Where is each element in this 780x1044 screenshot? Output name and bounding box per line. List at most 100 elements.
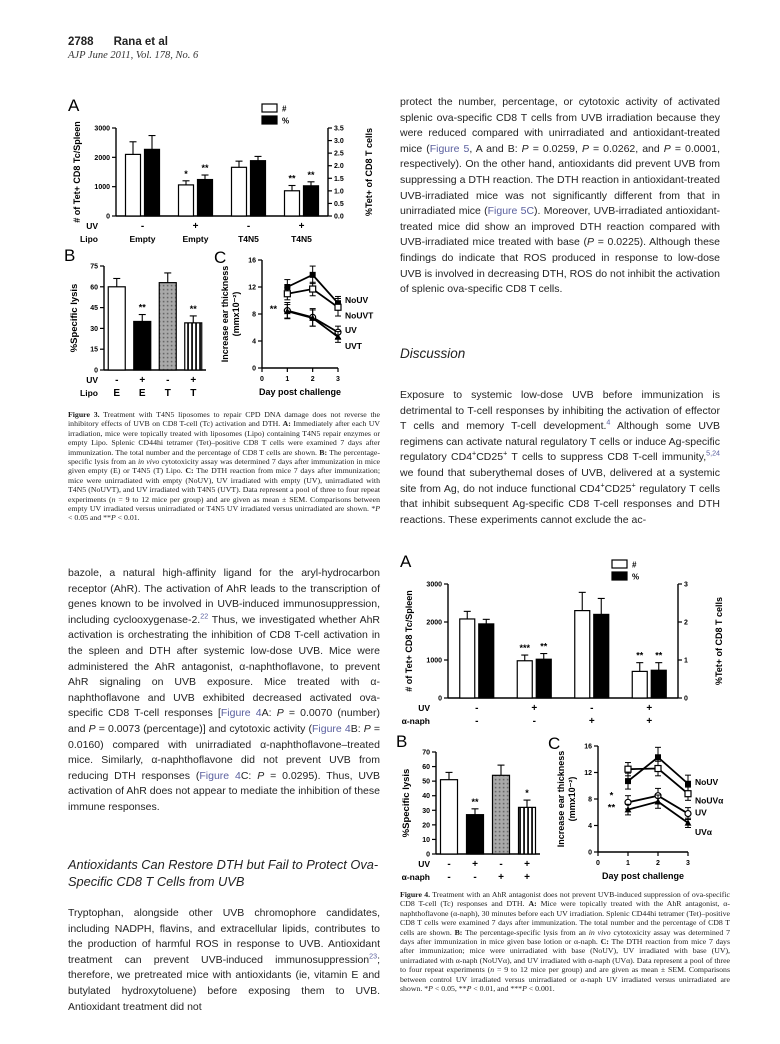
- svg-text:Day post challenge: Day post challenge: [259, 387, 341, 397]
- paragraph-ahr-antagonist: bazole, a natural high-affinity ligand f…: [68, 567, 380, 813]
- svg-text:+: +: [646, 716, 652, 727]
- svg-text:**: **: [471, 797, 479, 807]
- svg-text:8: 8: [588, 797, 592, 804]
- svg-text:T: T: [165, 388, 171, 399]
- svg-text:2.5: 2.5: [334, 151, 344, 158]
- figure-ref-link[interactable]: Figure 5C: [487, 205, 535, 218]
- svg-text:3: 3: [684, 582, 688, 589]
- svg-text:0: 0: [426, 852, 430, 859]
- svg-text:4: 4: [252, 339, 256, 346]
- svg-text:**: **: [636, 651, 644, 661]
- figure-ref-link[interactable]: Figure 4: [312, 722, 351, 735]
- svg-text:1.5: 1.5: [334, 176, 344, 183]
- svg-text:**: **: [655, 651, 663, 661]
- figure-ref-link[interactable]: Figure 4: [220, 707, 262, 720]
- page-header: 2788 Rana et al AJP June 2011, Vol. 178, …: [68, 36, 198, 61]
- svg-text:**: **: [288, 173, 296, 183]
- svg-text:(mmx10⁻²): (mmx10⁻²): [567, 777, 577, 822]
- svg-text:%: %: [282, 117, 289, 126]
- svg-text:2: 2: [311, 376, 315, 383]
- svg-text:0: 0: [438, 696, 442, 703]
- svg-text:UVα: UVα: [695, 827, 713, 837]
- svg-text:2: 2: [656, 860, 660, 867]
- svg-text:20: 20: [422, 822, 430, 829]
- svg-text:*: *: [610, 790, 614, 801]
- svg-text:15: 15: [90, 347, 98, 354]
- svg-text:8: 8: [252, 312, 256, 319]
- svg-text:0: 0: [260, 376, 264, 383]
- figure3-panel-c-label: C: [214, 248, 227, 267]
- journal-citation: AJP June 2011, Vol. 178, No. 6: [68, 50, 199, 61]
- section-heading-discussion: Discussion: [400, 346, 466, 361]
- svg-text:**: **: [201, 163, 209, 173]
- svg-text:30: 30: [90, 326, 98, 333]
- svg-text:-: -: [499, 859, 502, 870]
- svg-text:NoUVα: NoUVα: [695, 796, 724, 806]
- svg-text:75: 75: [90, 264, 98, 271]
- figure-ref-link[interactable]: 23: [369, 952, 378, 961]
- svg-text:%Specific lysis: %Specific lysis: [401, 769, 412, 838]
- svg-text:UV: UV: [86, 375, 98, 385]
- figure-ref-link[interactable]: Figure 5: [429, 142, 470, 155]
- svg-text:-: -: [590, 703, 593, 714]
- svg-text:3000: 3000: [94, 126, 110, 133]
- svg-text:60: 60: [90, 284, 98, 291]
- svg-text:*: *: [184, 169, 188, 179]
- svg-text:4: 4: [588, 823, 592, 830]
- paragraph-antioxidant-results: protect the number, percentage, or cytot…: [400, 96, 721, 296]
- svg-text:60: 60: [422, 764, 430, 771]
- svg-text:0.5: 0.5: [334, 201, 344, 208]
- svg-text:# of Tet+ CD8 Tc/Spleen: # of Tet+ CD8 Tc/Spleen: [404, 590, 414, 691]
- svg-text:+: +: [531, 703, 537, 714]
- svg-text:+: +: [524, 872, 530, 883]
- figure3-panel-a-label: A: [68, 96, 80, 115]
- svg-text:45: 45: [90, 305, 98, 312]
- svg-text:**: **: [190, 304, 198, 314]
- svg-text:+: +: [299, 221, 305, 232]
- svg-text:# of Tet+ CD8 Tc/Spleen: # of Tet+ CD8 Tc/Spleen: [72, 121, 82, 222]
- svg-text:+: +: [139, 375, 145, 386]
- figure-ref-link[interactable]: 4: [606, 418, 611, 427]
- svg-text:%Specific lysis: %Specific lysis: [69, 284, 80, 353]
- svg-text:%Tet+ of CD8 T cells: %Tet+ of CD8 T cells: [714, 597, 724, 685]
- svg-text:**: **: [270, 304, 278, 315]
- svg-text:+: +: [472, 859, 478, 870]
- svg-text:#: #: [632, 561, 637, 570]
- page-number: 2788: [68, 36, 94, 48]
- svg-text:0: 0: [684, 696, 688, 703]
- svg-text:+: +: [498, 872, 504, 883]
- svg-text:Empty: Empty: [183, 234, 209, 244]
- svg-text:3.5: 3.5: [334, 126, 344, 133]
- svg-text:10: 10: [422, 837, 430, 844]
- svg-text:E: E: [139, 388, 146, 399]
- figure-ref-link[interactable]: 5,24: [706, 449, 720, 458]
- svg-text:12: 12: [248, 285, 256, 292]
- figure4-panel-c-label: C: [548, 734, 561, 753]
- svg-text:**: **: [307, 170, 315, 180]
- svg-text:-: -: [115, 375, 118, 386]
- svg-text:Increase ear thickness: Increase ear thickness: [220, 266, 230, 363]
- svg-text:3000: 3000: [426, 582, 442, 589]
- figure-ref-link[interactable]: Figure 4: [199, 769, 241, 782]
- svg-text:1: 1: [285, 376, 289, 383]
- svg-text:-: -: [533, 716, 536, 727]
- svg-text:0: 0: [252, 366, 256, 373]
- svg-text:50: 50: [422, 779, 430, 786]
- svg-text:T4N5: T4N5: [291, 234, 312, 244]
- svg-text:2000: 2000: [426, 620, 442, 627]
- svg-text:3: 3: [686, 860, 690, 867]
- svg-text:16: 16: [584, 744, 592, 751]
- svg-text:+: +: [190, 375, 196, 386]
- svg-text:+: +: [524, 859, 530, 870]
- svg-text:UV: UV: [695, 808, 707, 818]
- figure3-caption: Figure 3. Treatment with T4N5 liposomes …: [68, 410, 381, 523]
- figure-ref-link[interactable]: 22: [200, 612, 209, 621]
- running-head: 2788 Rana et al: [68, 36, 198, 48]
- section-heading-antioxidants: Antioxidants Can Restore DTH but Fail to…: [68, 857, 379, 889]
- svg-text:UV: UV: [86, 221, 98, 231]
- svg-text:-: -: [475, 716, 478, 727]
- svg-text:+: +: [646, 703, 652, 714]
